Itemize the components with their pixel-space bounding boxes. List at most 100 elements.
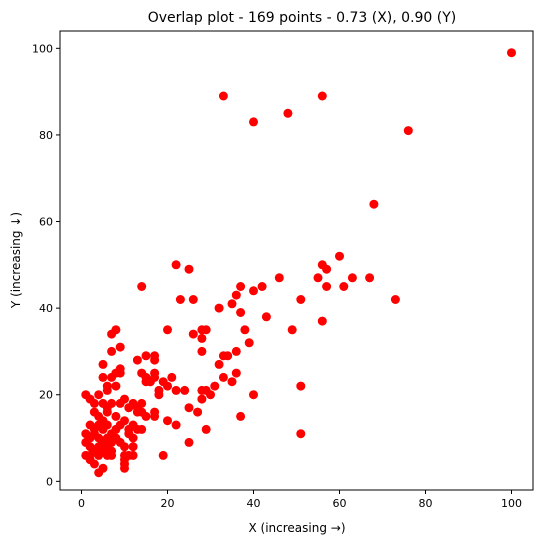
data-point-51 — [197, 346, 207, 356]
plot-frame — [59, 30, 534, 491]
data-point-98 — [197, 394, 207, 404]
data-point-9 — [184, 264, 194, 274]
data-point-155 — [107, 450, 117, 460]
data-point-159 — [158, 450, 168, 460]
data-point-25 — [227, 299, 237, 309]
data-point-69 — [102, 385, 112, 395]
data-point-125 — [137, 424, 147, 434]
data-point-38 — [197, 333, 207, 343]
data-point-53 — [98, 372, 108, 382]
data-point-118 — [102, 420, 112, 430]
data-point-3 — [249, 117, 258, 127]
data-point-102 — [102, 407, 112, 417]
data-point-91 — [137, 398, 147, 408]
data-point-70 — [111, 381, 121, 391]
data-point-103 — [111, 411, 121, 421]
data-point-23 — [188, 295, 198, 304]
x-tick-label: 0 — [78, 497, 85, 510]
data-point-16 — [137, 282, 147, 291]
data-point-113 — [236, 411, 246, 421]
data-point-121 — [115, 420, 125, 430]
data-point-43 — [111, 325, 121, 335]
data-point-40 — [223, 351, 233, 361]
data-point-5 — [507, 48, 516, 58]
data-point-46 — [107, 346, 117, 356]
data-point-62 — [167, 372, 177, 382]
data-point-19 — [257, 282, 267, 291]
data-point-94 — [163, 381, 172, 391]
data-point-56 — [115, 364, 125, 374]
data-point-52 — [231, 346, 241, 356]
data-point-75 — [180, 385, 190, 395]
data-point-29 — [236, 308, 246, 317]
data-point-6 — [369, 199, 379, 209]
data-point-97 — [193, 407, 203, 417]
data-point-96 — [184, 403, 194, 413]
data-point-20 — [322, 282, 332, 291]
data-point-87 — [107, 398, 117, 408]
data-point-14 — [365, 273, 375, 283]
x-tick-label: 100 — [501, 497, 522, 510]
data-point-66 — [231, 368, 241, 378]
data-point-27 — [390, 295, 400, 304]
data-point-4 — [403, 126, 413, 136]
x-axis-label: X (increasing →) — [248, 521, 345, 535]
data-point-0 — [218, 91, 228, 101]
x-tick-label: 40 — [247, 497, 261, 510]
data-point-111 — [163, 416, 172, 426]
y-tick-label: 0 — [46, 475, 53, 488]
data-point-164 — [120, 463, 129, 473]
data-point-83 — [89, 398, 99, 408]
data-point-158 — [128, 450, 138, 460]
data-point-63 — [214, 359, 224, 369]
data-point-11 — [322, 264, 332, 274]
data-point-137 — [128, 433, 138, 443]
x-tick-label: 80 — [419, 497, 433, 510]
data-point-72 — [145, 377, 155, 387]
data-point-17 — [236, 282, 246, 291]
y-tick-label: 60 — [39, 216, 53, 229]
data-point-79 — [249, 390, 258, 400]
y-tick-label: 40 — [39, 302, 53, 315]
data-point-8 — [171, 260, 181, 270]
data-point-112 — [201, 385, 211, 395]
data-point-146 — [128, 442, 138, 452]
data-point-28 — [214, 303, 224, 313]
data-points — [81, 48, 516, 478]
data-point-34 — [201, 325, 211, 335]
data-point-1 — [317, 91, 327, 101]
data-point-80 — [296, 381, 306, 391]
data-point-64 — [218, 372, 228, 382]
data-point-145 — [120, 442, 129, 452]
data-point-47 — [141, 351, 151, 361]
data-point-65 — [227, 377, 237, 387]
data-point-31 — [317, 316, 327, 326]
data-point-24 — [231, 290, 241, 300]
data-point-147 — [184, 437, 194, 447]
data-point-126 — [171, 420, 181, 430]
data-point-61 — [150, 368, 160, 378]
data-point-78 — [210, 381, 220, 391]
data-point-109 — [141, 411, 151, 421]
y-axis-label: Y (increasing ↓) — [9, 212, 23, 309]
data-point-127 — [201, 424, 211, 434]
y-tick-label: 80 — [39, 129, 53, 142]
data-point-22 — [175, 295, 185, 304]
x-tick-label: 20 — [161, 497, 175, 510]
data-point-15 — [274, 273, 284, 283]
data-point-13 — [347, 273, 357, 283]
data-point-37 — [188, 329, 198, 339]
data-point-36 — [287, 325, 297, 335]
axis-ticks: 0 20 40 60 80 100 0 20 40 60 80 100 — [32, 42, 522, 510]
data-point-68 — [107, 372, 117, 382]
data-point-95 — [171, 385, 181, 395]
data-point-148 — [296, 429, 306, 439]
data-point-89 — [120, 394, 129, 404]
x-tick-label: 60 — [333, 497, 347, 510]
data-point-35 — [240, 325, 250, 335]
data-point-7 — [335, 251, 344, 261]
data-point-18 — [249, 286, 258, 296]
y-tick-label: 20 — [39, 389, 53, 402]
data-point-45 — [98, 359, 108, 369]
